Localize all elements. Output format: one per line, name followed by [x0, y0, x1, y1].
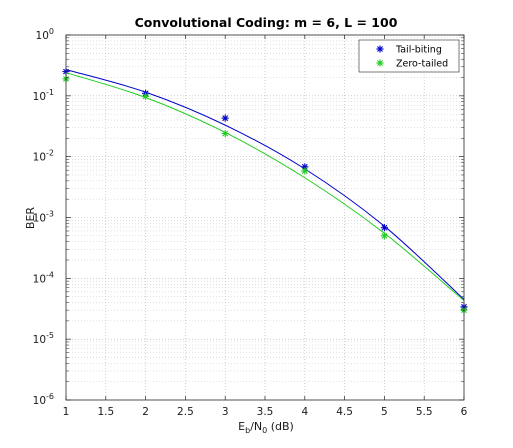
series-line-tail-biting: [65, 69, 465, 300]
y-axis-label: BER: [24, 207, 37, 229]
y-tick-label: 10-5: [33, 331, 54, 346]
legend-box: [358, 39, 460, 73]
x-tick-label: 5.5: [416, 406, 433, 418]
data-point-zero-tailed: [221, 129, 229, 138]
y-tick-label: 10-1: [33, 88, 54, 103]
grid: [66, 35, 464, 400]
data-point-zero-tailed: [142, 92, 150, 100]
data-point-zero-tailed: [301, 167, 309, 175]
y-tick-label: 10-6: [33, 392, 54, 407]
data-point-zero-tailed: [380, 232, 388, 240]
legend: Tail-biting Zero-tailed: [358, 39, 460, 73]
legend-label-zero-tailed: Zero-tailed: [396, 59, 448, 70]
series-line-zero-tailed: [65, 72, 465, 302]
x-tick-label: 2: [142, 406, 149, 418]
legend-label-tail-biting: Tail-biting: [395, 45, 442, 56]
x-tick-label: 3: [222, 406, 229, 418]
data-point-tail-biting: [221, 114, 229, 122]
y-tick-label: 10-4: [33, 270, 54, 285]
y-tick-label: 100: [36, 27, 54, 42]
x-tick-label: 6: [461, 406, 468, 418]
chart-title: Convolutional Coding: m = 6, L = 100: [135, 15, 398, 30]
x-tick-label: 2.5: [177, 406, 194, 418]
x-tick-label: 4: [301, 406, 308, 418]
x-axis-label: Eb/N0 (dB): [238, 420, 294, 435]
x-tick-label: 4.5: [336, 406, 353, 418]
x-tick-label: 5: [381, 406, 388, 418]
data-point-tail-biting: [380, 224, 388, 232]
y-tick-label: 10-3: [33, 210, 54, 225]
axis-ticks: 1 1.5 2 2.5 3 3.5 4 4.5 5 5.5 6 100 10-1 10-2 10-3 10-4…: [33, 27, 468, 418]
x-tick-label: 3.5: [257, 406, 274, 418]
y-tick-label: 10-2: [33, 149, 54, 164]
x-tick-label: 1: [63, 406, 70, 418]
legend-marker-zero-tailed: [376, 59, 384, 67]
plot-area: [62, 68, 468, 314]
x-tick-label: 1.5: [97, 406, 114, 418]
legend-marker-tail-biting: [376, 45, 384, 53]
